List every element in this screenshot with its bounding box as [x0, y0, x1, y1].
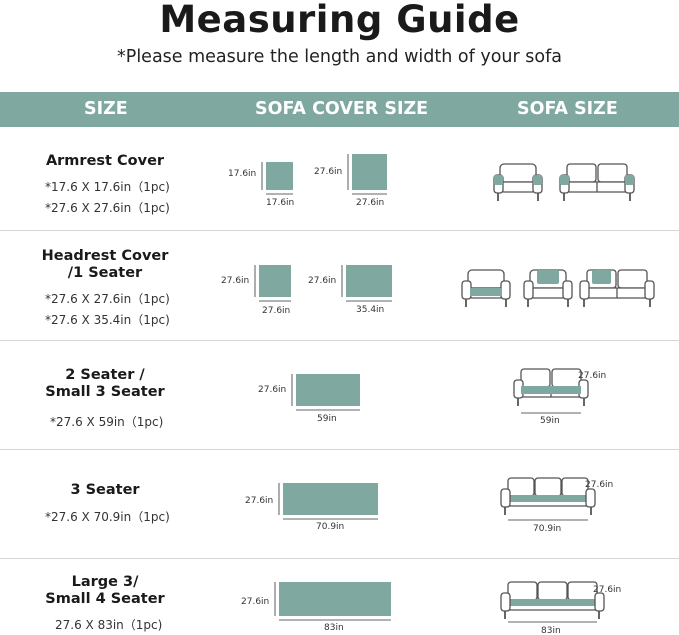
sofa-3-seater-icon — [500, 477, 596, 515]
row-name: Armrest Cover — [45, 153, 165, 169]
sofa-depth-label: 27.6in — [585, 480, 613, 490]
page-title: Measuring Guide — [159, 0, 520, 41]
swatch-59: 27.6in 59in — [258, 374, 360, 424]
sofa-large-3-seater-icon — [500, 581, 605, 619]
table-header: SIZE SOFA COVER SIZE SOFA SIZE — [0, 92, 679, 127]
svg-text:27.6in: 27.6in — [258, 385, 286, 395]
svg-text:27.6in: 27.6in — [314, 167, 342, 177]
svg-text:27.6in: 27.6in — [245, 496, 273, 506]
svg-text:59in: 59in — [317, 414, 337, 424]
row-size-1: *27.6 X 70.9in（1pc) — [45, 510, 170, 524]
sofa-width-label: 70.9in — [533, 524, 561, 534]
armchair-icon — [523, 269, 573, 308]
svg-text:27.6in: 27.6in — [262, 306, 290, 316]
svg-text:27.6in: 27.6in — [221, 276, 249, 286]
armchair-icon — [461, 269, 511, 308]
swatch-70-9: 27.6in 70.9in — [245, 483, 378, 532]
row-size-1: 27.6 X 83in（1pc) — [55, 618, 163, 632]
row-name: Large 3/Small 4 Seater — [45, 574, 165, 607]
row-size-1: *27.6 X 27.6in（1pc) — [45, 292, 170, 306]
swatch-17-6: 17.6in 17.6in — [228, 162, 294, 208]
header-sofa-cover-size: SOFA COVER SIZE — [255, 99, 429, 119]
svg-text:83in: 83in — [324, 623, 344, 633]
svg-text:70.9in: 70.9in — [316, 522, 344, 532]
header-sofa-size: SOFA SIZE — [517, 99, 618, 119]
row-size-1: *27.6 X 59in（1pc) — [50, 415, 164, 429]
sofa-width-label: 83in — [541, 626, 561, 635]
armchair-icon — [493, 163, 543, 202]
row-size-2: *27.6 X 35.4in（1pc) — [45, 313, 170, 327]
swatch-83: 27.6in 83in — [241, 582, 391, 633]
svg-text:17.6in: 17.6in — [266, 198, 294, 208]
row-name: 2 Seater / Small 3 Seater — [45, 367, 165, 400]
swatch-27-6: 27.6in 27.6in — [314, 154, 387, 208]
sofa-depth-label: 27.6in — [578, 371, 606, 381]
svg-text:27.6in: 27.6in — [308, 276, 336, 286]
row-name: 3 Seater — [70, 482, 140, 498]
svg-text:27.6in: 27.6in — [241, 597, 269, 607]
sofa-depth-label: 27.6in — [593, 585, 621, 595]
svg-text:17.6in: 17.6in — [228, 169, 256, 179]
loveseat-icon — [559, 163, 635, 202]
row-divider — [0, 340, 679, 341]
row-divider — [0, 230, 679, 231]
sofa-2-seater-icon — [513, 368, 589, 407]
row-size-1: *17.6 X 17.6in（1pc) — [45, 180, 170, 194]
row-size-2: *27.6 X 27.6in（1pc) — [45, 201, 170, 215]
loveseat-icon — [579, 269, 655, 308]
row-name: Headrest Cover/1 Seater — [41, 248, 169, 281]
row-divider — [0, 449, 679, 450]
sofa-width-label: 59in — [540, 416, 560, 426]
swatch-35-4: 27.6in 35.4in — [308, 265, 392, 315]
page-subtitle: *Please measure the length and width of … — [117, 47, 562, 67]
row-divider — [0, 558, 679, 559]
svg-text:35.4in: 35.4in — [356, 305, 384, 315]
swatch-27-6: 27.6in 27.6in — [221, 265, 291, 316]
header-size: SIZE — [84, 99, 128, 119]
svg-text:27.6in: 27.6in — [356, 198, 384, 208]
